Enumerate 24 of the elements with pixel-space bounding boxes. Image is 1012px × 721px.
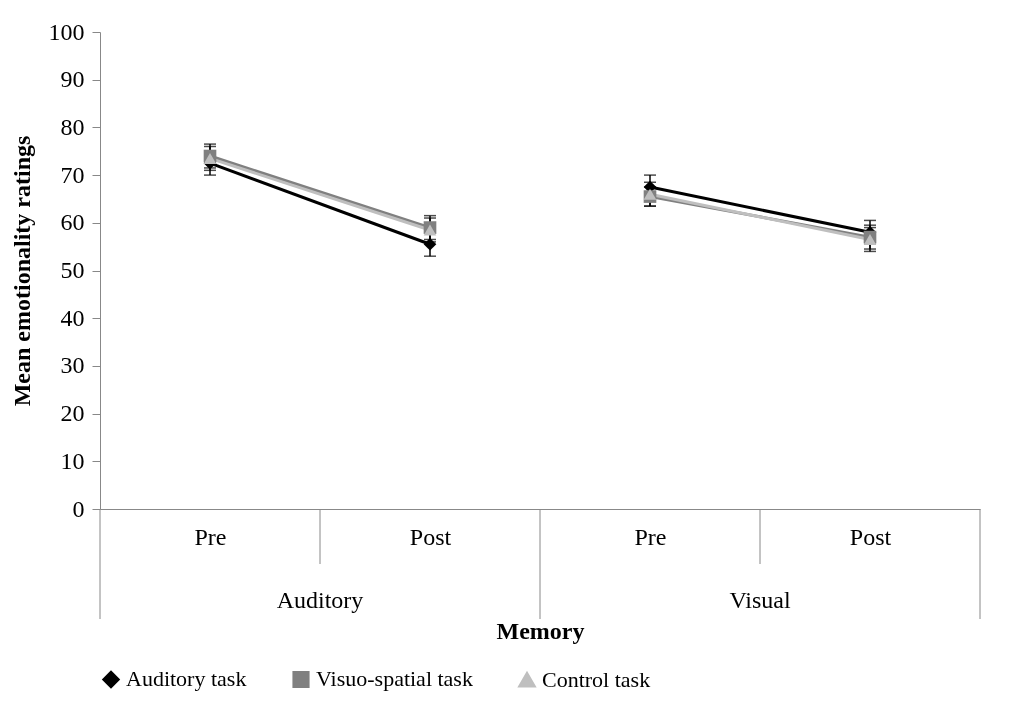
y-tick-label: 60 bbox=[60, 209, 85, 236]
text: Visual bbox=[729, 587, 791, 613]
x-tick-label: Pre bbox=[194, 523, 227, 550]
legend-label: Auditory task bbox=[126, 666, 247, 692]
point bbox=[423, 237, 437, 251]
y-axis-title: Mean emotionality ratings bbox=[8, 135, 35, 407]
y-tick-label: 30 bbox=[60, 352, 85, 379]
y-tick-label: 40 bbox=[60, 304, 85, 331]
y-tick-label: 90 bbox=[60, 66, 85, 93]
x-axis-title: Memory bbox=[496, 617, 585, 644]
y-tick-label: 70 bbox=[60, 161, 85, 188]
legend-label: Visuo-spatial task bbox=[316, 666, 473, 692]
y-tick-label: 20 bbox=[60, 400, 85, 427]
y-tick-label: 50 bbox=[60, 257, 85, 283]
x-tick-label: Post bbox=[409, 523, 452, 550]
y-tick-label: 10 bbox=[60, 447, 85, 474]
x-tick-label: Pre bbox=[634, 523, 667, 550]
y-tick-label: 80 bbox=[60, 113, 85, 140]
legend-label: Control task bbox=[542, 666, 651, 692]
text: Auditory bbox=[276, 587, 364, 613]
point bbox=[863, 234, 877, 245]
y-tick-label: 100 bbox=[48, 18, 85, 45]
y-tick-label: 0 bbox=[72, 495, 85, 522]
x-tick-label: Post bbox=[849, 523, 892, 550]
